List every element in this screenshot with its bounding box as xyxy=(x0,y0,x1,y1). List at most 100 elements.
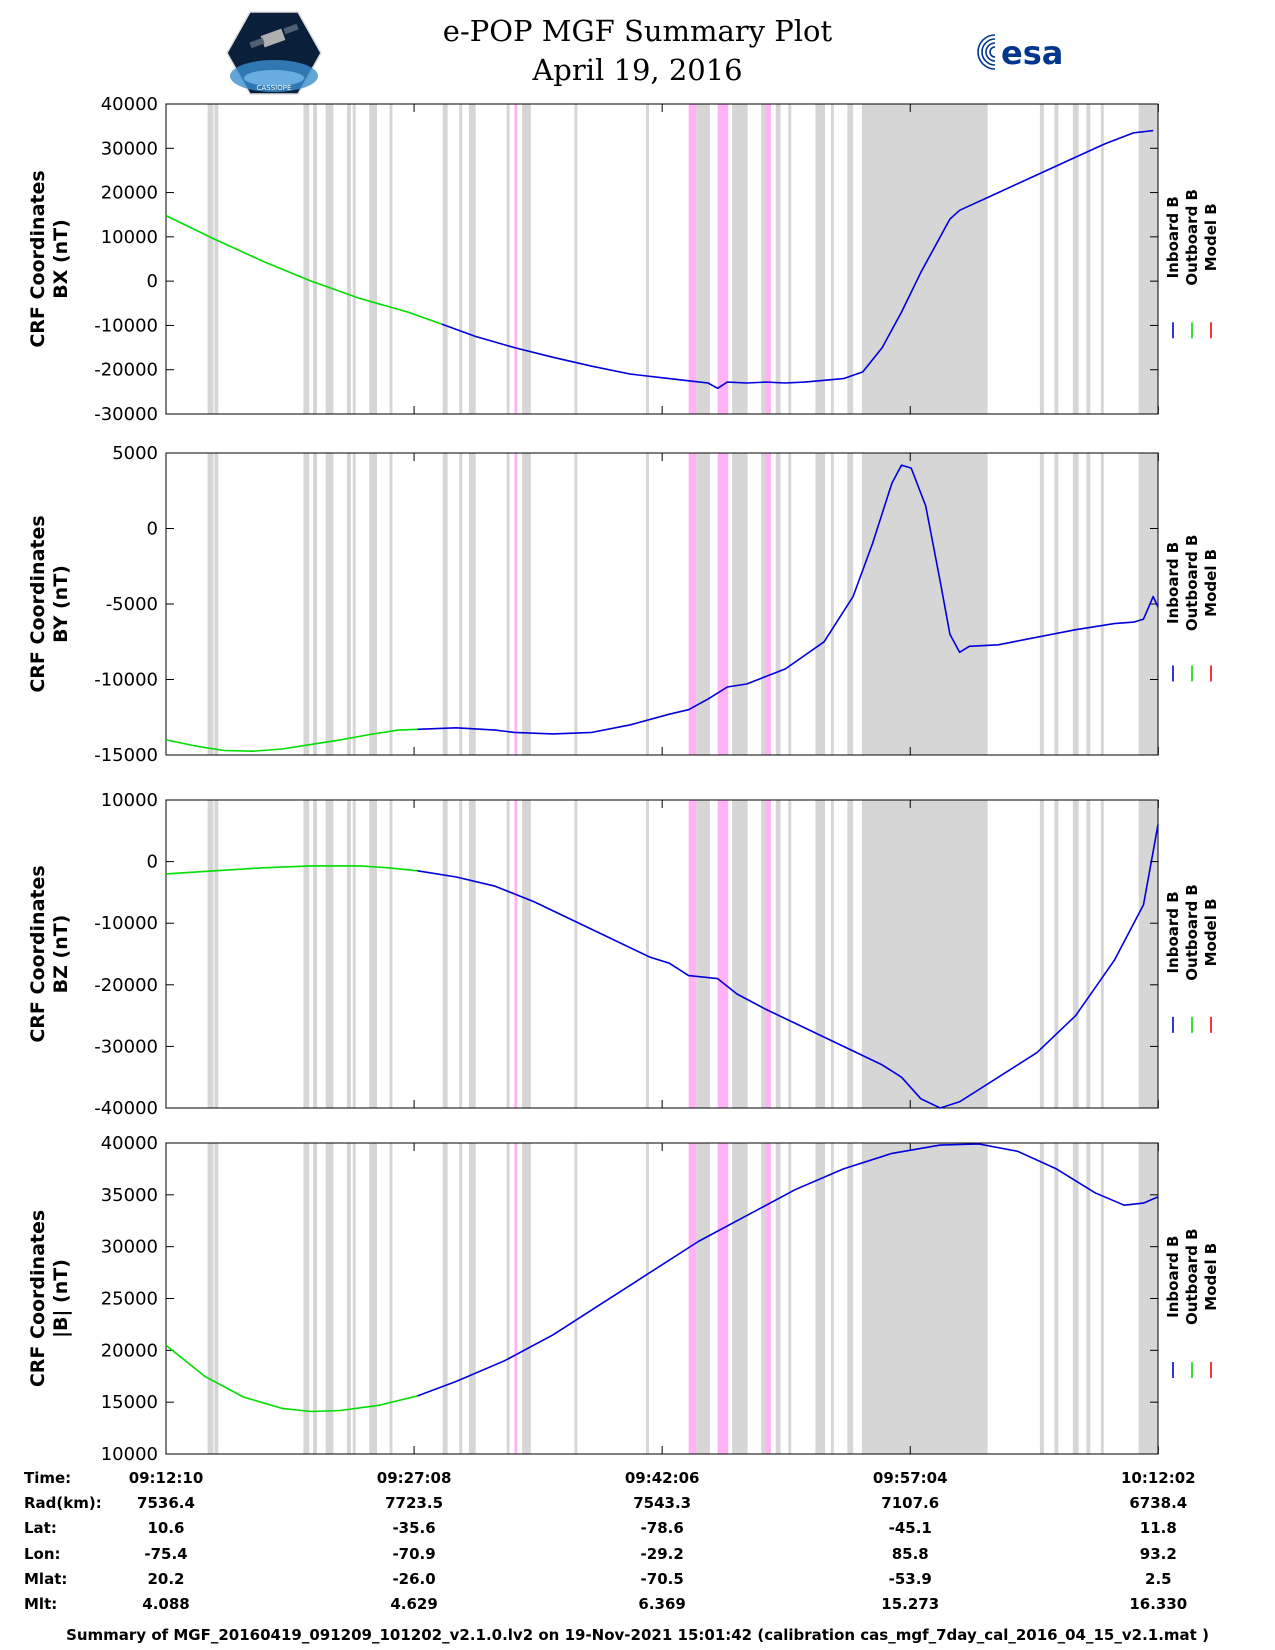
gray-band xyxy=(830,453,834,755)
gray-band xyxy=(1072,800,1079,1108)
gray-band xyxy=(369,800,377,1108)
gray-band xyxy=(1100,800,1104,1108)
gray-band xyxy=(1054,800,1059,1108)
gray-band xyxy=(522,800,531,1108)
esa-logo: esa xyxy=(977,34,1063,72)
series-line-outboard-b xyxy=(165,214,443,325)
gray-band xyxy=(468,104,476,414)
gray-band xyxy=(1086,453,1091,755)
y-tick-label: 10000 xyxy=(101,227,158,248)
pink-band xyxy=(766,104,771,414)
gray-band xyxy=(775,1143,781,1454)
gray-band xyxy=(303,800,310,1108)
gray-band xyxy=(303,453,310,755)
series-line-inboard-b xyxy=(417,824,1159,1109)
table-cell: 20.2 xyxy=(147,1569,185,1588)
gray-band xyxy=(1138,104,1158,414)
pink-band xyxy=(717,104,729,414)
gray-band xyxy=(346,104,351,414)
table-cell: 85.8 xyxy=(891,1544,929,1563)
y-tick-label: 20000 xyxy=(101,1340,158,1361)
gray-band xyxy=(646,1143,649,1454)
y-tick-label: 0 xyxy=(147,271,158,292)
y-tick-label: 40000 xyxy=(101,94,158,115)
panel-4: 10000 15000 20000 25000 30000 35000 40000 CRF C… xyxy=(27,1133,1220,1465)
gray-band xyxy=(815,800,826,1108)
table-cell: 16.330 xyxy=(1129,1595,1188,1613)
gray-band xyxy=(1039,800,1044,1108)
legend-label: Inboard B xyxy=(1164,1236,1182,1318)
table-cell: -45.1 xyxy=(888,1519,932,1538)
gray-band xyxy=(468,800,476,1108)
panel-1: -30000 -20000 -10000 0 10000 20000 30000 40000 C… xyxy=(27,94,1220,425)
gray-band xyxy=(459,800,463,1108)
gray-band xyxy=(459,1143,463,1454)
gray-band xyxy=(1054,104,1059,414)
gray-band xyxy=(214,453,219,755)
gray-band xyxy=(442,104,448,414)
gray-band xyxy=(346,453,351,755)
pink-band xyxy=(688,800,697,1108)
gray-band xyxy=(346,1143,351,1454)
y-tick-label: -20000 xyxy=(94,975,158,996)
table-row-label: Mlat: xyxy=(24,1569,68,1588)
gray-band xyxy=(847,800,854,1108)
gray-band xyxy=(207,453,214,755)
gray-band xyxy=(815,453,826,755)
gray-band xyxy=(1086,1143,1091,1454)
series-line-outboard-b xyxy=(165,865,418,875)
legend-label: Outboard B xyxy=(1183,1228,1201,1325)
gray-band xyxy=(574,1143,578,1454)
gray-band xyxy=(1072,453,1079,755)
table-cell: 09:12:10 xyxy=(128,1469,204,1487)
gray-band xyxy=(442,1143,448,1454)
y-tick-label: 5000 xyxy=(112,443,158,464)
gray-band xyxy=(815,1143,826,1454)
table-cell: -78.6 xyxy=(640,1519,684,1538)
legend-label: Outboard B xyxy=(1183,884,1201,981)
gray-band xyxy=(646,800,649,1108)
table-cell: 93.2 xyxy=(1139,1544,1177,1563)
gray-band xyxy=(442,453,448,755)
table-row-label: Mlt: xyxy=(24,1595,58,1613)
gray-band xyxy=(325,800,334,1108)
gray-band xyxy=(459,104,463,414)
series-line-outboard-b xyxy=(165,728,418,752)
gray-band xyxy=(468,1143,476,1454)
gray-band xyxy=(214,104,219,414)
gray-band xyxy=(696,800,710,1108)
table-cell: 7107.6 xyxy=(881,1494,940,1513)
gray-band xyxy=(830,1143,834,1454)
gray-band xyxy=(1100,453,1104,755)
y-tick-label: 10000 xyxy=(101,1444,158,1465)
y-tick-label: -20000 xyxy=(94,360,158,381)
gray-band xyxy=(574,104,578,414)
gray-band xyxy=(1054,1143,1059,1454)
legend-label: Model B xyxy=(1202,898,1220,966)
gray-band xyxy=(815,104,826,414)
gray-band xyxy=(847,1143,854,1454)
gray-band xyxy=(696,1143,710,1454)
gray-band xyxy=(313,800,317,1108)
gray-band xyxy=(325,1143,334,1454)
y-axis-label: CRF CoordinatesBY (nT) xyxy=(27,515,72,692)
table-row-label: Rad(km): xyxy=(24,1494,102,1513)
gray-band xyxy=(389,453,393,755)
gray-band xyxy=(207,800,214,1108)
table-cell: 09:57:04 xyxy=(872,1469,948,1487)
y-axis-label-line1: CRF Coordinates xyxy=(27,170,49,347)
gray-band xyxy=(207,104,214,414)
legend-label: Inboard B xyxy=(1164,891,1182,973)
legend-label: Outboard B xyxy=(1183,535,1201,632)
table-cell: -35.6 xyxy=(392,1519,436,1538)
y-tick-label: 15000 xyxy=(101,1392,158,1413)
y-axis-label-line2: BX (nT) xyxy=(50,219,72,299)
gray-band xyxy=(389,104,393,414)
pink-band xyxy=(766,1143,771,1454)
legend-label: Model B xyxy=(1202,549,1220,617)
gray-band xyxy=(775,800,781,1108)
legend-label: Inboard B xyxy=(1164,196,1182,278)
y-tick-label: 30000 xyxy=(101,138,158,159)
table-row-label: Time: xyxy=(24,1469,72,1487)
series-line-inboard-b xyxy=(441,129,1154,390)
